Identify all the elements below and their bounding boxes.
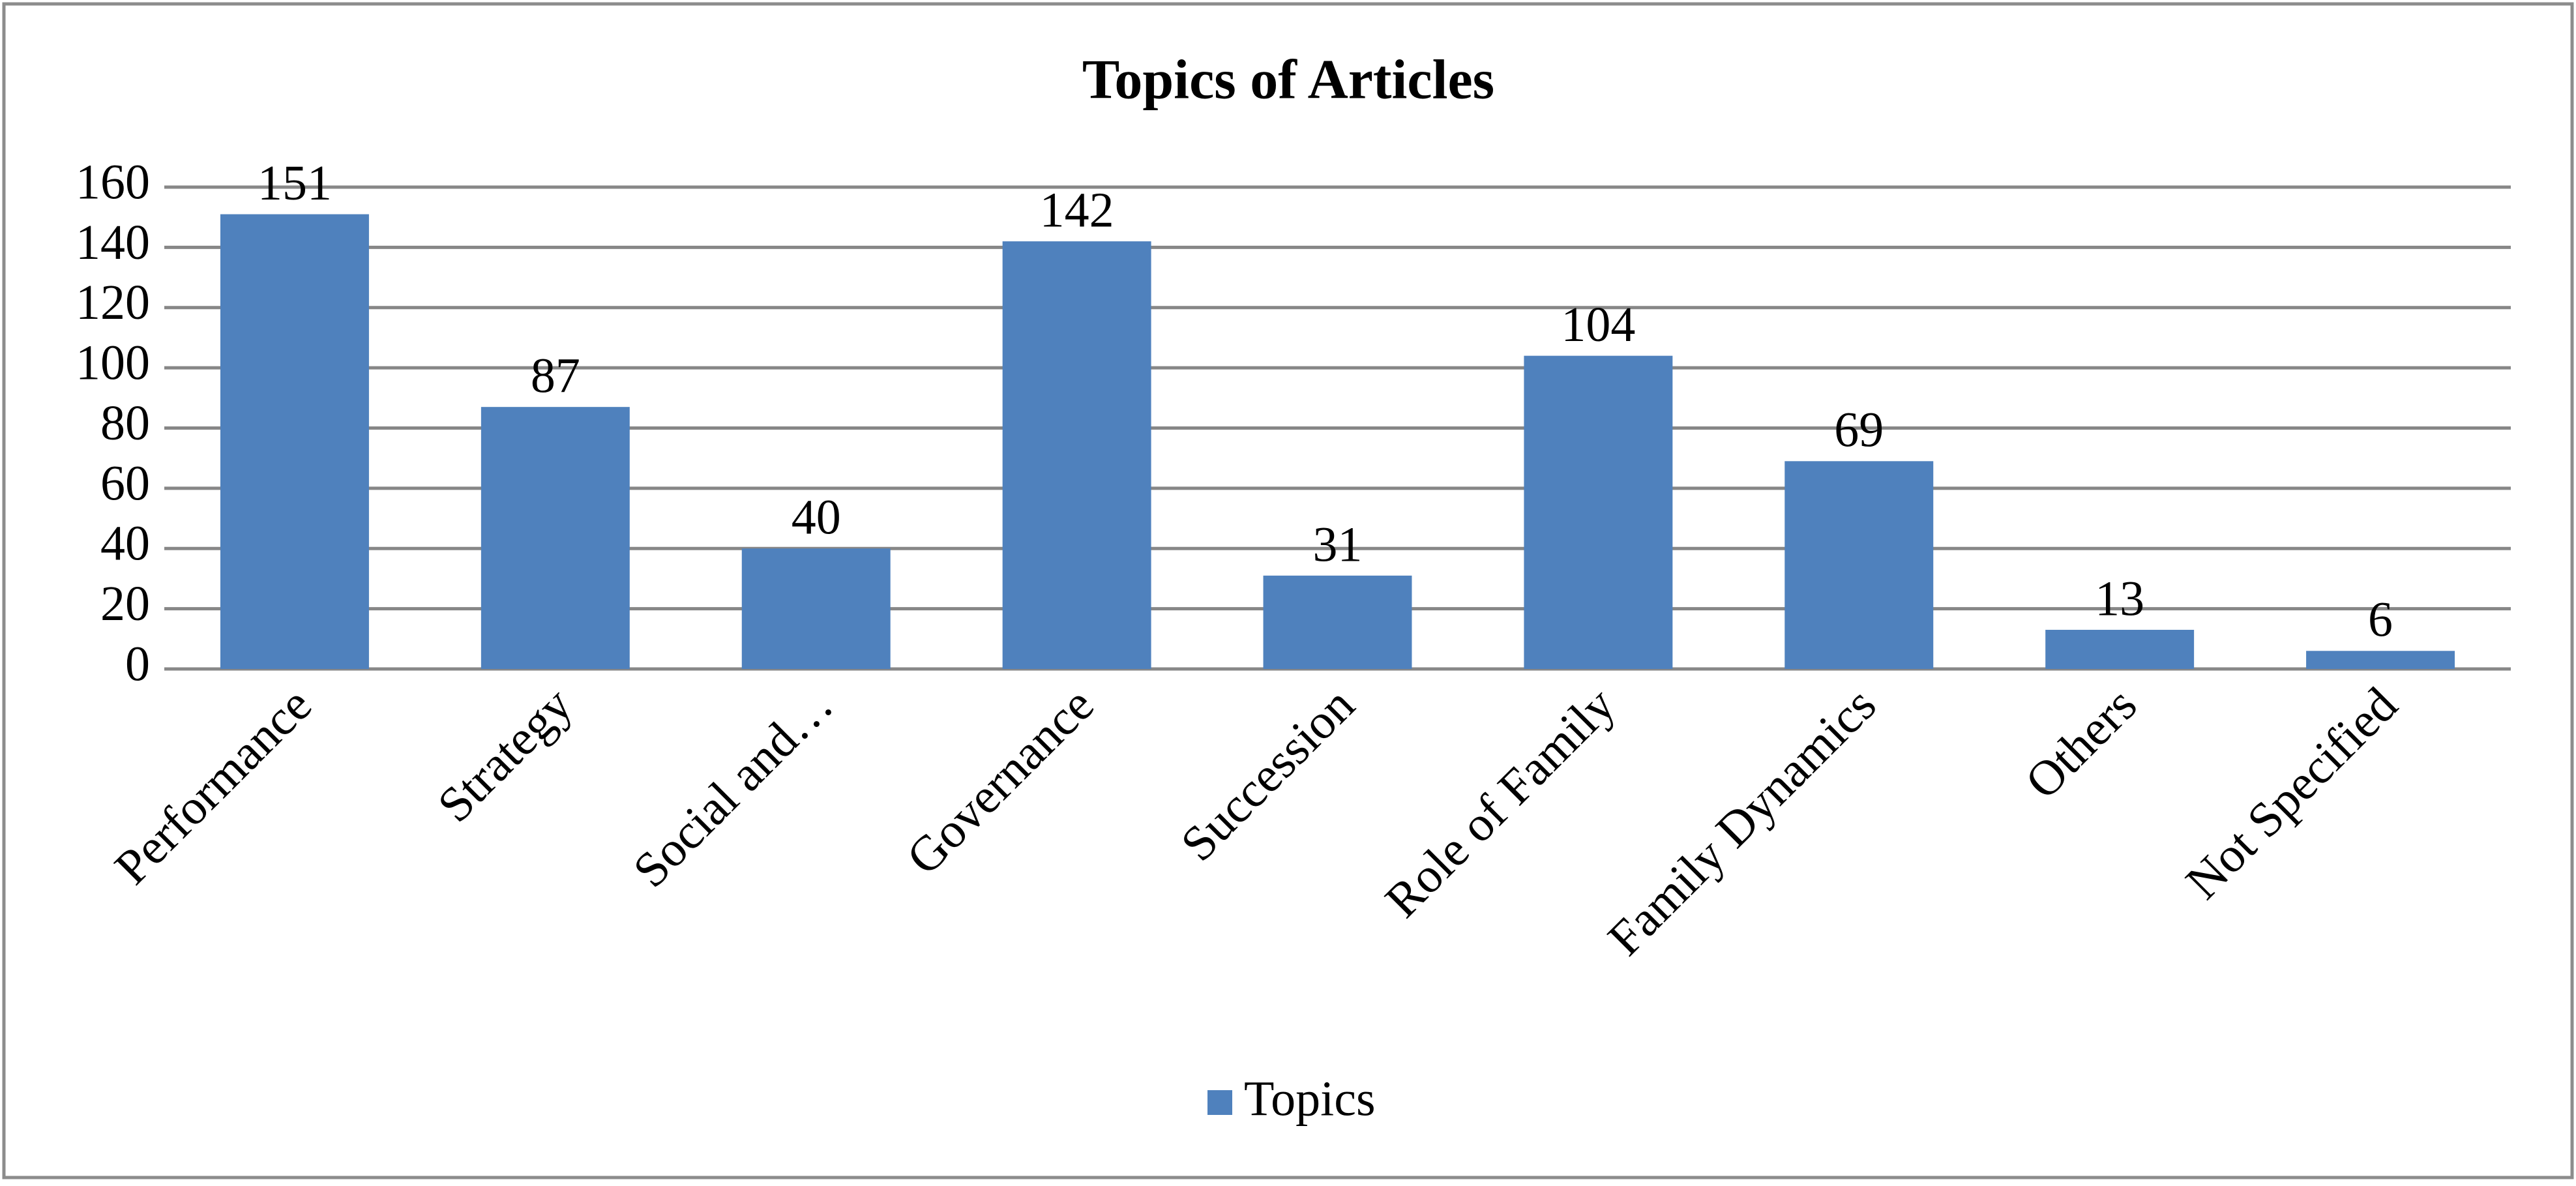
value-label: 104 bbox=[1561, 297, 1635, 352]
y-tick-label: 160 bbox=[76, 155, 150, 209]
value-label: 87 bbox=[531, 349, 580, 404]
bar bbox=[481, 407, 630, 669]
value-label: 69 bbox=[1834, 403, 1884, 458]
y-tick-label: 60 bbox=[100, 456, 150, 511]
value-label: 151 bbox=[258, 156, 332, 211]
legend-swatch bbox=[1207, 1090, 1232, 1115]
y-tick-label: 80 bbox=[100, 396, 150, 451]
bar bbox=[1784, 461, 1934, 669]
y-tick-label: 40 bbox=[100, 516, 150, 571]
bar bbox=[1002, 241, 1151, 669]
value-label: 13 bbox=[2095, 571, 2144, 626]
y-tick-label: 20 bbox=[100, 576, 150, 631]
y-tick-label: 0 bbox=[125, 636, 150, 691]
bar bbox=[2045, 629, 2195, 669]
value-label: 40 bbox=[792, 490, 841, 545]
bar bbox=[1263, 575, 1412, 669]
legend-label: Topics bbox=[1244, 1071, 1376, 1126]
value-label: 6 bbox=[2368, 593, 2393, 647]
bar bbox=[1524, 355, 1673, 669]
bar bbox=[220, 214, 369, 670]
value-label: 31 bbox=[1313, 517, 1363, 572]
chart-title: Topics of Articles bbox=[1082, 48, 1494, 111]
y-tick-label: 100 bbox=[76, 336, 150, 391]
y-tick-label: 140 bbox=[76, 215, 150, 270]
bar bbox=[2306, 651, 2455, 669]
bar bbox=[741, 548, 891, 669]
y-tick-label: 120 bbox=[76, 275, 150, 330]
value-label: 142 bbox=[1040, 183, 1114, 238]
